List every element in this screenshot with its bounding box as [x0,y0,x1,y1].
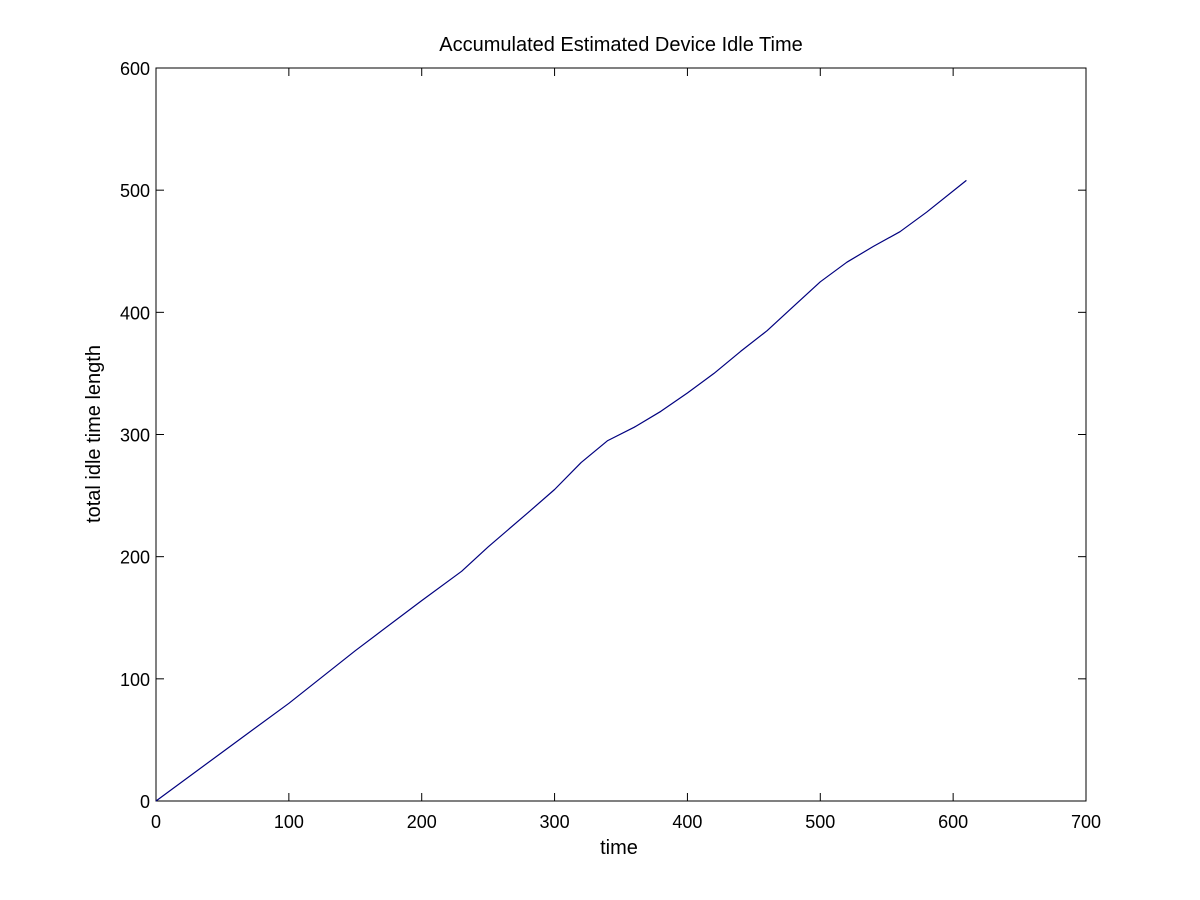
x-tick-label: 0 [151,812,161,832]
y-tick-label: 400 [120,303,150,323]
y-tick-label: 300 [120,426,150,446]
x-axis-label: time [600,837,638,859]
y-tick-label: 500 [120,181,150,201]
x-tick-label: 600 [938,812,968,832]
x-tick-label: 400 [672,812,702,832]
x-tick-label: 200 [407,812,437,832]
x-tick-label: 700 [1071,812,1101,832]
chart-title: Accumulated Estimated Device Idle Time [439,34,803,56]
series-line [155,179,967,802]
x-tick-label: 100 [274,812,304,832]
series-layer [155,179,967,802]
y-tick-label: 0 [140,792,150,812]
y-tick-label: 100 [120,670,150,690]
x-tick-label: 500 [805,812,835,832]
y-tick-label: 200 [120,548,150,568]
y-tick-label: 600 [120,59,150,79]
x-tick-label: 300 [540,812,570,832]
x-axis-ticks: 0 100 200 300 400 500 600 700 [151,68,1101,832]
y-axis-ticks: 0 100 200 300 400 500 600 [120,59,1086,812]
y-axis-label: total idle time length [83,345,105,523]
